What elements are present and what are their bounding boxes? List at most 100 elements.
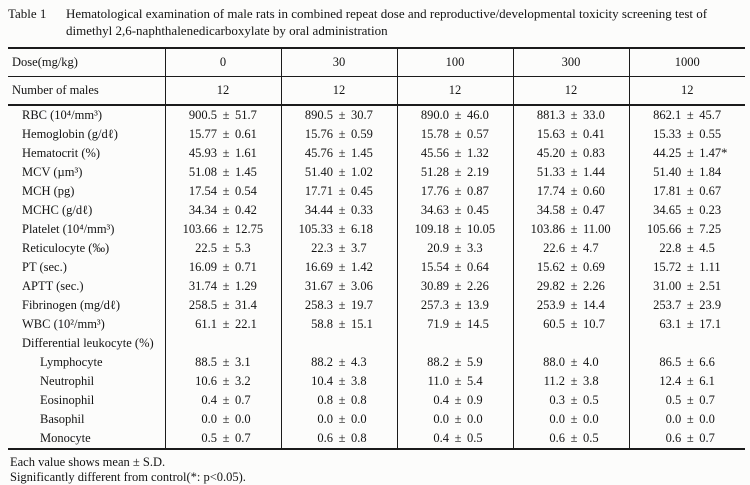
value-cell: 45.56 ±1.32 (396, 144, 513, 163)
sd-value: 10.05 (467, 222, 496, 237)
mean-value: 15.78 (420, 127, 449, 142)
sd-value: 2.26 (583, 279, 605, 294)
value-cell: 63.1 ±17.1 (628, 315, 745, 334)
mean-value: 34.44 (304, 203, 333, 218)
mean-value: 45.76 (304, 146, 333, 161)
sd-value: 14.4 (583, 298, 605, 313)
sd-value: 0.0 (235, 412, 251, 427)
sd-value: 0.7 (235, 393, 251, 408)
mean-value: 15.33 (653, 127, 682, 142)
sd-value: 0.45 (467, 203, 489, 218)
sd-value: 4.3 (351, 355, 367, 370)
sd-value: 1.61 (235, 146, 257, 161)
value-cell: 253.7 ±23.9 (628, 296, 745, 315)
value-cell: 0.0 ±0.0 (396, 410, 513, 429)
mean-value: 11.0 (427, 374, 449, 389)
plus-minus-sign: ± (570, 260, 578, 275)
mean-value: 51.40 (653, 165, 682, 180)
table-row: Fibrinogen (mg/dℓ) 258.5 ±31.4 258.3 ±19.7 25… (8, 296, 745, 315)
hematology-table: Dose(mg/kg) 0 30 100 300 1000 Number of … (8, 47, 745, 450)
mean-value: 34.58 (536, 203, 565, 218)
plus-minus-sign: ± (570, 374, 578, 389)
mean-value: 22.5 (195, 241, 217, 256)
plus-minus-sign: ± (570, 241, 578, 256)
sd-value: 51.7 (235, 108, 257, 123)
plus-minus-sign: ± (570, 279, 578, 294)
plus-minus-sign: ± (570, 165, 578, 180)
value-cell: 22.3 ±3.7 (280, 239, 397, 258)
mean-value: 109.18 (414, 222, 449, 237)
plus-minus-sign: ± (222, 431, 230, 446)
footnote-mean-sd: Each value shows mean ± S.D. (10, 455, 166, 469)
value-cell: 34.44 ±0.33 (280, 201, 397, 220)
sd-value: 10.7 (583, 317, 605, 332)
sd-value: 2.51 (699, 279, 722, 294)
plus-minus-sign: ± (454, 184, 462, 199)
mean-value: 10.6 (195, 374, 217, 389)
sd-value: 0.59 (351, 127, 373, 142)
value-cell: 103.86 ±11.00 (512, 220, 629, 239)
value-cell: 30.89 ±2.26 (396, 277, 513, 296)
table-row: Lymphocyte 88.5 ±3.1 88.2 ±4.3 88.2 ±5.9 88.0 ±4… (8, 353, 745, 372)
plus-minus-sign: ± (454, 146, 462, 161)
sd-value: 0.5 (583, 431, 599, 446)
value-cell: 15.77 ±0.61 (164, 125, 281, 144)
plus-minus-sign: ± (222, 127, 230, 142)
mean-value: 71.9 (427, 317, 449, 332)
mean-value: 51.33 (536, 165, 565, 180)
value-cell: 0.4 ±0.9 (396, 391, 513, 410)
mean-value: 257.3 (420, 298, 449, 313)
mean-value: 0.0 (433, 412, 449, 427)
value-cell: 0.0 ±0.0 (512, 410, 629, 429)
sd-value: 0.47 (583, 203, 605, 218)
value-cell (396, 334, 513, 353)
sd-value: 1.47* (699, 146, 728, 161)
value-cell: 34.63 ±0.45 (396, 201, 513, 220)
plus-minus-sign: ± (454, 203, 462, 218)
dose-value: 0 (164, 48, 281, 77)
value-cell: 0.4 ±0.5 (396, 429, 513, 449)
plus-minus-sign: ± (222, 355, 230, 370)
value-cell: 86.5 ±6.6 (628, 353, 745, 372)
value-cell: 31.67 ±3.06 (280, 277, 397, 296)
value-cell: 22.8 ±4.5 (628, 239, 745, 258)
plus-minus-sign: ± (686, 374, 694, 389)
mean-value: 105.33 (298, 222, 333, 237)
plus-minus-sign: ± (338, 203, 346, 218)
value-cell: 10.4 ±3.8 (280, 372, 397, 391)
sd-value: 23.9 (699, 298, 722, 313)
males-header-row: Number of males 12 12 12 12 12 (8, 76, 745, 105)
mean-value: 0.6 (317, 431, 333, 446)
plus-minus-sign: ± (686, 298, 694, 313)
mean-value: 17.54 (188, 184, 217, 199)
table-row: MCH (pg) 17.54 ±0.54 17.71 ±0.45 17.76 ±0.87 17… (8, 182, 745, 201)
table-row: Monocyte 0.5 ±0.7 0.6 ±0.8 0.4 ±0.5 0.6 ±0.5 0.6 ±… (8, 429, 745, 449)
row-label: MCHC (g/dℓ) (22, 203, 93, 217)
value-cell: 31.74 ±1.29 (164, 277, 281, 296)
table-row: Reticulocyte (‰) 22.5 ±5.3 22.3 ±3.7 20.9 ±3.3… (8, 239, 745, 258)
table-row: Hematocrit (%) 45.93 ±1.61 45.76 ±1.45 45.56 ±… (8, 144, 745, 163)
plus-minus-sign: ± (570, 355, 578, 370)
plus-minus-sign: ± (338, 355, 346, 370)
value-cell: 88.5 ±3.1 (164, 353, 281, 372)
row-label: PT (sec.) (22, 260, 67, 274)
plus-minus-sign: ± (570, 317, 578, 332)
sd-value: 3.2 (235, 374, 251, 389)
mean-value: 11.2 (543, 374, 565, 389)
table-row: MCV (µm³) 51.08 ±1.45 51.40 ±1.02 51.28 ±2.19 5… (8, 163, 745, 182)
sd-value: 3.7 (351, 241, 367, 256)
plus-minus-sign: ± (222, 393, 230, 408)
table-row: Neutrophil 10.6 ±3.2 10.4 ±3.8 11.0 ±5.4 11.2 ±3… (8, 372, 745, 391)
table-title: Hematological examination of male rats i… (66, 6, 708, 38)
value-cell: 0.6 ±0.7 (628, 429, 745, 449)
mean-value: 881.3 (536, 108, 565, 123)
males-count: 12 (396, 76, 513, 105)
value-cell: 45.76 ±1.45 (280, 144, 397, 163)
plus-minus-sign: ± (686, 260, 694, 275)
plus-minus-sign: ± (338, 431, 346, 446)
table-row: Differential leukocyte (%) (8, 334, 745, 353)
value-cell: 15.63 ±0.41 (512, 125, 629, 144)
mean-value: 34.34 (188, 203, 217, 218)
plus-minus-sign: ± (338, 412, 346, 427)
sd-value: 7.25 (699, 222, 722, 237)
